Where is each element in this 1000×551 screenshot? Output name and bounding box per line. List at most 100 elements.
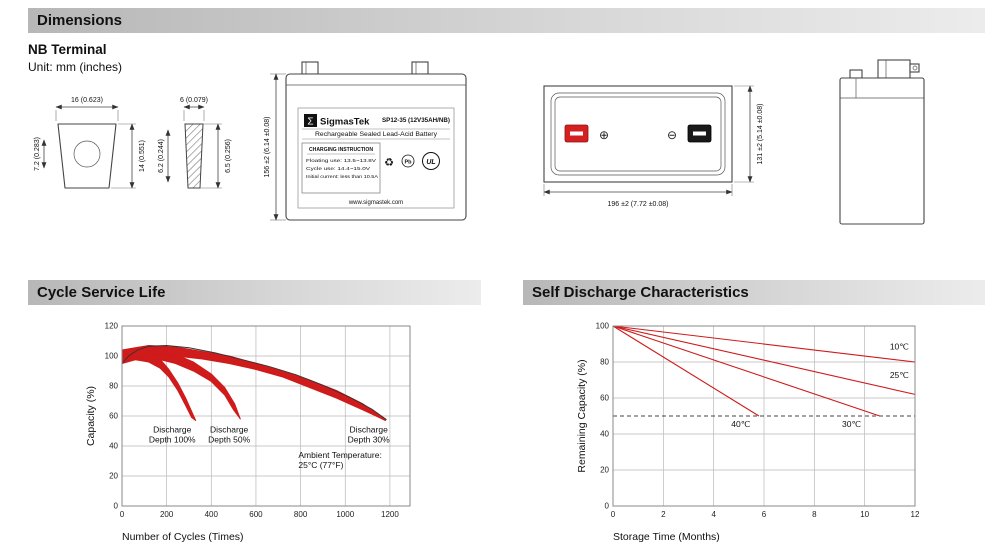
- charging-line-2: Cycle use: 14.4~15.0V: [306, 166, 371, 172]
- y-tick-label: 0: [114, 502, 119, 511]
- ul-icon: [422, 152, 440, 170]
- annotation: 25°C (77°F): [298, 460, 343, 470]
- y-tick-label: 40: [109, 442, 118, 451]
- top-view-inner-frame-2: [554, 96, 722, 172]
- terminal-side-dim-left: 6.2 (0.244): [158, 129, 171, 183]
- x-tick-label: 0: [611, 510, 616, 519]
- series-label-30: 30℃: [842, 419, 861, 429]
- series-label-40: 40℃: [731, 419, 750, 429]
- top-view-width-dimension: 196 ±2 (7.72 ±0.08): [543, 184, 733, 208]
- side-view-terminal: [849, 59, 920, 79]
- annotation: Depth 30%: [348, 435, 390, 445]
- annotation: Discharge: [153, 425, 192, 435]
- top-view-depth-dim-label: 131 ±2 (5.14 ±0.08): [757, 103, 764, 164]
- y-tick-label: 100: [596, 322, 610, 331]
- dimensions-title: Dimensions: [37, 12, 123, 29]
- series-line-40: [612, 325, 760, 417]
- x-tick-label: 8: [812, 510, 817, 519]
- battery-terminal-posts: [301, 61, 429, 75]
- y-tick-label: 100: [105, 352, 119, 361]
- x-tick-label: 200: [160, 510, 174, 519]
- y-tick-label: 120: [105, 322, 119, 331]
- plot-border: [612, 325, 916, 507]
- pb-icon-text: Pb: [404, 160, 412, 166]
- battery-height-dim-label: 156 ±2 (6.14 ±0.08): [264, 116, 271, 177]
- battery-height-dimension: 156 ±2 (6.14 ±0.08): [264, 73, 286, 221]
- charging-line-3: Initial current: less than 10.5A: [306, 174, 379, 180]
- section-header-cycle-service-life: Cycle Service Life: [28, 280, 481, 305]
- y-tick-label: 20: [109, 472, 118, 481]
- annotation: Ambient Temperature:: [298, 450, 381, 460]
- recycle-icon: ♻: [384, 157, 394, 169]
- series-line-30: [612, 325, 880, 417]
- envelope-line: [121, 345, 387, 421]
- y-tick-label: 60: [600, 394, 609, 403]
- x-tick-label: 4: [711, 510, 716, 519]
- series-line-10: [612, 325, 916, 363]
- cycle-service-life-title: Cycle Service Life: [37, 284, 166, 301]
- y-tick-label: 60: [109, 412, 118, 421]
- section-header-self-discharge: Self Discharge Characteristics: [523, 280, 985, 305]
- charging-title: CHARGING INSTRUCTION: [309, 147, 373, 153]
- unit-note: Unit: mm (inches): [28, 60, 123, 74]
- side-view-body: [839, 77, 925, 225]
- terminal-width-dim-label: 16 (0.623): [71, 97, 103, 104]
- charging-line-1: Floating use: 13.5~13.8V: [306, 158, 377, 164]
- battery-type-text: Rechargeable Sealed Lead-Acid Battery: [315, 132, 437, 138]
- annotation: Discharge: [210, 425, 249, 435]
- top-view-depth-dimension: 131 ±2 (5.14 ±0.08): [734, 85, 764, 183]
- cycle-service-life-chart: 0 200 400 600 800 1000 1200 0 20 40 60 80 100 120 Numb…: [85, 322, 411, 543]
- annotation: Depth 100%: [149, 435, 196, 445]
- website-text: www.sigmastek.com: [348, 200, 403, 206]
- self-discharge-chart: 10℃ 25℃ 30℃ 40℃ 0 2 4 6 8 10 12 0 20 40 60 80 100 Storage…: [576, 322, 920, 544]
- terminal-side-dim-right: 6.5 (0.256): [200, 123, 232, 189]
- battery-label: Σ SigmasTek SP12-35 (12V35AH/NB) Recharg…: [297, 107, 455, 209]
- battery-top-drawing: ⊕ ⊖ 196 ±2 (7.72 ±0.08) 131 ±2 (5.14 ±0.…: [543, 85, 764, 208]
- top-view-width-dim-label: 196 ±2 (7.72 ±0.08): [607, 201, 668, 208]
- x-tick-label: 1200: [381, 510, 399, 519]
- terminal-front-drawing: 16 (0.623) 7.2 (0.283) 14 (0.551): [34, 97, 146, 189]
- negative-terminal-bar: [693, 131, 706, 136]
- terminal-height-dim-label: 14 (0.551): [139, 140, 146, 172]
- x-tick-label: 12: [911, 510, 920, 519]
- series-label-25: 25℃: [890, 370, 909, 380]
- model-number: SP12-35 (12V35AH/NB): [382, 118, 450, 124]
- x-tick-label: 2: [661, 510, 666, 519]
- terminal-side-section: [184, 123, 204, 189]
- top-view-inner-frame: [550, 92, 726, 176]
- charging-instruction-box: CHARGING INSTRUCTION Floating use: 13.5~…: [301, 142, 381, 194]
- y-tick-label: 40: [600, 430, 609, 439]
- terminal-side-inner-dim-label: 6.2 (0.244): [158, 139, 165, 173]
- terminal-side-dim-top: 6 (0.079): [180, 97, 208, 121]
- ul-icon-text: UL: [426, 159, 435, 166]
- x-axis-label: Storage Time (Months): [613, 531, 720, 543]
- terminal-front-dim-top: 16 (0.623): [55, 97, 119, 121]
- positive-terminal-bar: [570, 131, 583, 136]
- battery-front-drawing: 156 ±2 (6.14 ±0.08) Σ SigmasTek SP12-35 …: [264, 61, 467, 221]
- x-tick-label: 6: [762, 510, 767, 519]
- x-tick-label: 10: [860, 510, 869, 519]
- terminal-front-dim-left: 7.2 (0.283): [34, 137, 47, 171]
- y-axis-label: Capacity (%): [85, 386, 97, 446]
- y-tick-label: 20: [600, 466, 609, 475]
- y-tick-label: 0: [605, 502, 610, 511]
- terminal-hole-dim-label: 7.2 (0.283): [34, 137, 41, 171]
- self-discharge-title: Self Discharge Characteristics: [532, 284, 749, 301]
- brand-name: SigmasTek: [320, 117, 370, 128]
- brand-logo-glyph: Σ: [307, 117, 313, 128]
- x-tick-label: 0: [120, 510, 125, 519]
- battery-side-drawing: [839, 59, 925, 225]
- y-axis-label: Remaining Capacity (%): [576, 359, 588, 472]
- terminal-side-drawing: 6 (0.079) 6.2 (0.244) 6.5 (0.256): [158, 97, 232, 189]
- brand-logo-box: [304, 114, 317, 127]
- series-line-25: [612, 325, 916, 395]
- pb-icon: [401, 154, 415, 168]
- x-axis-label: Number of Cycles (Times): [122, 531, 244, 543]
- terminal-side-height-dim-label: 6.5 (0.256): [225, 139, 232, 173]
- terminal-post-hole: [73, 140, 101, 168]
- x-tick-label: 400: [205, 510, 219, 519]
- negative-symbol: ⊖: [667, 128, 677, 142]
- annotation: Depth 50%: [208, 435, 250, 445]
- y-tick-label: 80: [109, 382, 118, 391]
